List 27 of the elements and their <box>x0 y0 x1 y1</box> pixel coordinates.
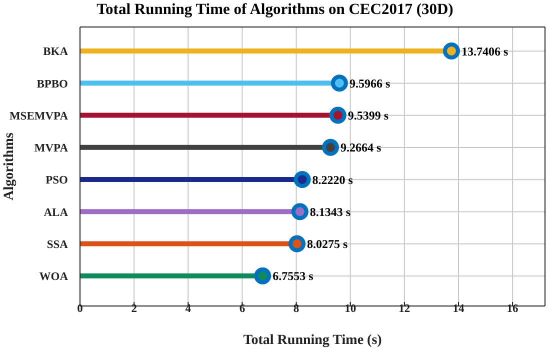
y-tick-label: MVPA <box>34 142 69 155</box>
point <box>329 106 346 124</box>
data-label: 8.2220 s <box>312 172 354 187</box>
point <box>288 235 306 252</box>
y-tick-label: ALA <box>44 206 69 219</box>
chart-title: Total Running Time of Algorithms on CEC2017 (30D) <box>96 0 454 20</box>
data-label: 8.1343 s <box>310 204 351 219</box>
y-tick-label: WOA <box>39 271 69 284</box>
data-label: 9.5399 s <box>348 108 389 123</box>
y-tick-label: SSA <box>46 238 69 251</box>
y-axis-title: Algorithms <box>2 132 17 200</box>
point <box>442 42 460 60</box>
data-label: 9.2664 s <box>340 140 382 155</box>
y-tick-label: PSO <box>46 174 68 187</box>
y-tick-label: BPBO <box>36 78 68 90</box>
point <box>322 138 340 156</box>
y-tick-label: BKA <box>43 46 69 58</box>
point <box>294 171 311 188</box>
data-label: 8.0275 s <box>307 237 348 252</box>
point <box>330 74 348 92</box>
y-tick-label: MSEMVPA <box>9 110 69 122</box>
data-label: 13.7406 s <box>461 44 508 58</box>
x-axis-title: Total Running Time (s) <box>243 333 382 348</box>
point <box>254 267 272 284</box>
data-label: 6.7553 s <box>272 269 314 284</box>
data-label: 9.5966 s <box>349 76 390 90</box>
point <box>291 203 308 220</box>
